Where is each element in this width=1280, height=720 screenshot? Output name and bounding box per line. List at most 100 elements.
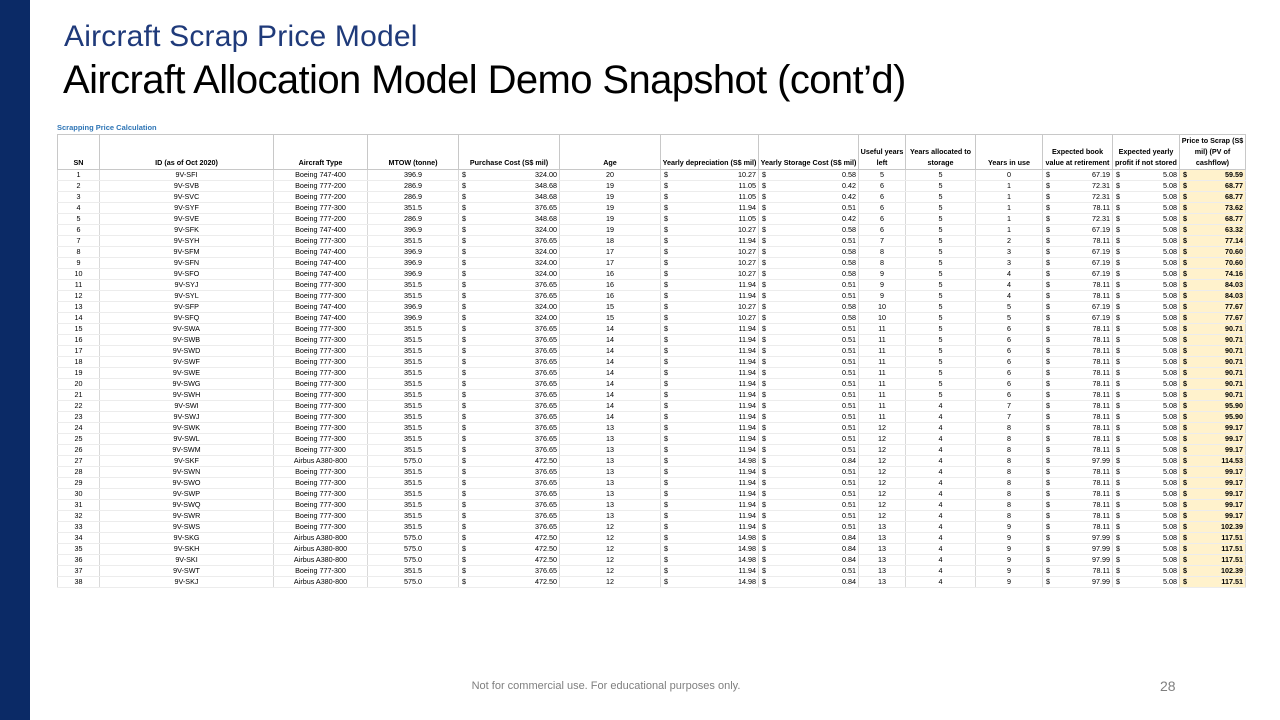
cell-years-allocated-storage: 5 xyxy=(905,279,976,291)
currency-symbol: $ xyxy=(462,357,466,366)
currency-symbol: $ xyxy=(664,500,668,509)
cell-purchase-cost: $472.50 xyxy=(458,554,560,566)
cell-age: 13 xyxy=(559,499,661,511)
cell-years-in-use: 8 xyxy=(975,510,1043,522)
currency-symbol: $ xyxy=(462,434,466,443)
cell-aircraft-type: Boeing 777-300 xyxy=(273,433,368,445)
cell-age: 13 xyxy=(559,488,661,500)
cell-aircraft-type: Boeing 777-300 xyxy=(273,477,368,489)
currency-symbol: $ xyxy=(1116,555,1120,564)
cell-value: 99.17 xyxy=(1225,445,1243,454)
cell-sn: 3 xyxy=(57,191,100,203)
column-header-years-allocated-storage: Years allocated to storage xyxy=(905,134,976,170)
cell-value: 99.17 xyxy=(1225,467,1243,476)
cell-price-to-scrap: $90.71 xyxy=(1179,378,1246,390)
cell-years-allocated-storage: 5 xyxy=(905,169,976,181)
cell-yearly-depreciation: $10.27 xyxy=(660,246,759,258)
currency-symbol: $ xyxy=(462,456,466,465)
currency-symbol: $ xyxy=(462,533,466,542)
cell-aircraft-type: Boeing 777-300 xyxy=(273,411,368,423)
cell-value: 102.39 xyxy=(1221,566,1243,575)
currency-symbol: $ xyxy=(664,522,668,531)
cell-sn: 4 xyxy=(57,202,100,214)
cell-id: 9V-SWD xyxy=(99,345,274,357)
cell-yearly-depreciation: $11.94 xyxy=(660,367,759,379)
cell-years-in-use: 6 xyxy=(975,334,1043,346)
cell-aircraft-type: Boeing 747-400 xyxy=(273,257,368,269)
cell-value: 472.50 xyxy=(535,555,557,564)
currency-symbol: $ xyxy=(664,434,668,443)
cell-value: 11.94 xyxy=(738,346,756,355)
cell-value: 5.08 xyxy=(1163,346,1177,355)
table-row: 32 9V-SWR Boeing 777-300 351.5 $376.65 13 $11.… xyxy=(57,510,1246,522)
cell-value: 14.98 xyxy=(738,555,756,564)
cell-age: 17 xyxy=(559,257,661,269)
cell-value: 324.00 xyxy=(535,269,557,278)
cell-years-in-use: 6 xyxy=(975,323,1043,335)
currency-symbol: $ xyxy=(664,280,668,289)
cell-value: 11.94 xyxy=(738,467,756,476)
cell-purchase-cost: $376.65 xyxy=(458,521,560,533)
table-row: 33 9V-SWS Boeing 777-300 351.5 $376.65 12 $11.… xyxy=(57,521,1246,533)
currency-symbol: $ xyxy=(1116,478,1120,487)
cell-useful-years-left: 11 xyxy=(858,400,906,412)
cell-value: 11.05 xyxy=(738,214,756,223)
currency-symbol: $ xyxy=(1183,247,1187,256)
cell-years-in-use: 1 xyxy=(975,180,1043,192)
cell-years-allocated-storage: 4 xyxy=(905,532,976,544)
cell-value: 67.19 xyxy=(1092,247,1110,256)
cell-sn: 21 xyxy=(57,389,100,401)
table-row: 27 9V-SKF Airbus A380-800 575.0 $472.50 13 $14… xyxy=(57,455,1246,467)
cell-id: 9V-SYL xyxy=(99,290,274,302)
cell-years-allocated-storage: 5 xyxy=(905,180,976,192)
cell-value: 0.51 xyxy=(842,511,856,520)
cell-age: 19 xyxy=(559,180,661,192)
cell-years-allocated-storage: 4 xyxy=(905,444,976,456)
cell-id: 9V-SKI xyxy=(99,554,274,566)
cell-value: 11.94 xyxy=(738,379,756,388)
cell-price-to-scrap: $117.51 xyxy=(1179,543,1246,555)
table-row: 13 9V-SFP Boeing 747-400 396.9 $324.00 15 $10.… xyxy=(57,301,1246,313)
cell-purchase-cost: $376.65 xyxy=(458,334,560,346)
cell-sn: 38 xyxy=(57,576,100,588)
cell-value: 5.08 xyxy=(1163,247,1177,256)
cell-value: 78.11 xyxy=(1092,566,1110,575)
cell-useful-years-left: 8 xyxy=(858,257,906,269)
cell-years-allocated-storage: 4 xyxy=(905,510,976,522)
currency-symbol: $ xyxy=(762,511,766,520)
table-row: 10 9V-SFO Boeing 747-400 396.9 $324.00 16 $10.… xyxy=(57,268,1246,280)
cell-value: 0.51 xyxy=(842,434,856,443)
currency-symbol: $ xyxy=(462,522,466,531)
cell-value: 0.51 xyxy=(842,522,856,531)
cell-expected-book-value: $78.11 xyxy=(1042,323,1113,335)
table-row: 12 9V-SYL Boeing 777-300 351.5 $376.65 16 $11.… xyxy=(57,290,1246,302)
cell-price-to-scrap: $68.77 xyxy=(1179,180,1246,192)
cell-purchase-cost: $376.65 xyxy=(458,323,560,335)
cell-value: 78.11 xyxy=(1092,489,1110,498)
cell-years-allocated-storage: 4 xyxy=(905,488,976,500)
cell-expected-book-value: $97.99 xyxy=(1042,532,1113,544)
currency-symbol: $ xyxy=(762,181,766,190)
cell-value: 5.08 xyxy=(1163,225,1177,234)
cell-price-to-scrap: $99.17 xyxy=(1179,477,1246,489)
cell-sn: 15 xyxy=(57,323,100,335)
currency-symbol: $ xyxy=(762,269,766,278)
cell-years-allocated-storage: 4 xyxy=(905,543,976,555)
currency-symbol: $ xyxy=(664,555,668,564)
currency-symbol: $ xyxy=(1116,236,1120,245)
cell-sn: 24 xyxy=(57,422,100,434)
cell-purchase-cost: $376.65 xyxy=(458,367,560,379)
cell-yearly-storage-cost: $0.51 xyxy=(758,389,859,401)
column-header-price-to-scrap: Price to Scrap (S$ mil) (PV of cashflow) xyxy=(1179,134,1246,170)
cell-yearly-depreciation: $11.94 xyxy=(660,488,759,500)
currency-symbol: $ xyxy=(1046,357,1050,366)
currency-symbol: $ xyxy=(1183,280,1187,289)
currency-symbol: $ xyxy=(1116,379,1120,388)
currency-symbol: $ xyxy=(664,357,668,366)
cell-value: 11.94 xyxy=(738,236,756,245)
cell-value: 97.99 xyxy=(1092,555,1110,564)
cell-value: 99.17 xyxy=(1225,489,1243,498)
table-row: 25 9V-SWL Boeing 777-300 351.5 $376.65 13 $11.… xyxy=(57,433,1246,445)
cell-yearly-storage-cost: $0.84 xyxy=(758,576,859,588)
cell-value: 0.51 xyxy=(842,324,856,333)
